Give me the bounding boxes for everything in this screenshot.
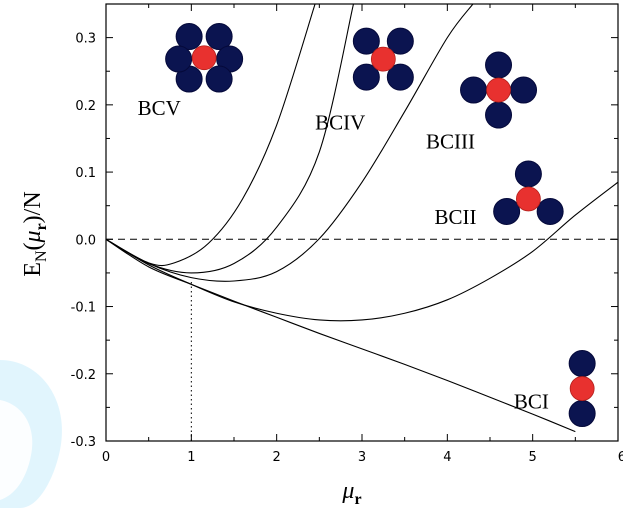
curve-label-bci: BCI: [514, 390, 549, 414]
x-tick-label: 1: [187, 450, 195, 465]
x-tick-label: 5: [529, 450, 537, 465]
outer-atom: [460, 76, 488, 104]
curve-label-bciii: BCIII: [426, 130, 475, 154]
outer-atom: [568, 400, 596, 428]
curve-bciii: [106, 4, 474, 282]
cluster-bci: [568, 350, 596, 428]
outer-atom: [536, 197, 564, 225]
y-tick-label: 0.3: [75, 32, 96, 47]
y-axis-title: EN(μr)/N: [20, 191, 50, 276]
x-axis-title: μr: [341, 478, 361, 508]
reference-lines: [106, 238, 618, 441]
curve-labels: BCV BCIV BCIII BCII BCI: [138, 96, 549, 414]
curve-bcv: [106, 4, 316, 267]
outer-atom: [386, 27, 414, 55]
center-atom: [486, 77, 511, 103]
outer-atom: [514, 160, 542, 188]
outer-atom: [485, 51, 513, 79]
cluster-bciv: [352, 27, 414, 91]
curve-bcii: [106, 181, 618, 322]
curves: [106, 4, 618, 433]
center-atom: [516, 186, 541, 212]
y-tick-label: -0.1: [71, 301, 96, 316]
outer-atom: [205, 65, 233, 93]
center-atom: [191, 45, 217, 71]
y-tick-label: 0.0: [75, 233, 96, 248]
y-axis: -0.3 -0.2 -0.1 0.0 0.1 0.2 0.3: [71, 32, 618, 450]
x-tick-label: 4: [443, 450, 451, 465]
y-tick-label: -0.2: [71, 368, 96, 383]
outer-atom: [205, 23, 233, 51]
watermark-shape: [0, 360, 62, 508]
outer-atom: [165, 45, 193, 73]
center-atom: [569, 376, 595, 401]
y-tick-label: 0.2: [75, 99, 96, 114]
outer-atom: [485, 101, 513, 129]
curve-bciv: [106, 4, 355, 274]
cluster-bcv: [165, 23, 244, 93]
y-tick-label: -0.3: [71, 435, 96, 450]
outer-atom: [568, 350, 596, 378]
x-tick-label: 6: [618, 450, 623, 465]
outer-atom: [352, 27, 380, 55]
cluster-bcii: [493, 160, 564, 225]
outer-atom: [352, 63, 380, 91]
x-tick-label: 3: [358, 450, 366, 465]
center-atom: [370, 46, 396, 72]
outer-atom: [175, 23, 203, 51]
cluster-bciii: [460, 51, 538, 129]
cluster-diagrams: [165, 23, 596, 428]
y-tick-label: 0.1: [75, 166, 96, 181]
outer-atom: [510, 76, 538, 104]
curve-label-bcv: BCV: [138, 96, 181, 120]
x-tick-label: 0: [102, 450, 110, 465]
x-axis: 0 1 2 3 4 5 6: [102, 4, 623, 465]
curve-bci: [106, 238, 576, 433]
outer-atom: [386, 63, 414, 91]
outer-atom: [493, 197, 521, 225]
x-tick-label: 2: [273, 450, 281, 465]
curve-label-bciv: BCIV: [315, 111, 365, 135]
curve-label-bcii: BCII: [435, 205, 477, 229]
